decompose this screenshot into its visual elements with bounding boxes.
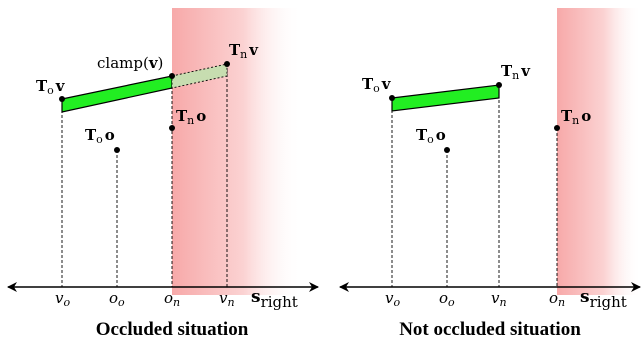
tick-label-oo: oo [109,289,125,309]
point-to-v [389,95,395,101]
point-tn-o [169,125,175,131]
point-tn-v [224,61,230,67]
tick-label-oo: oo [439,289,455,309]
point-to-o [444,147,450,153]
visible-segment [61,75,173,113]
label-to-o: To o [85,126,115,146]
panel-occluded: To v clamp(v) Tn v To o Tn o vo oo on vn sri… [7,8,319,340]
label-tn-v: Tn v [501,62,531,82]
label-clamp-v: clamp(v) [97,54,163,72]
occlusion-zone [557,8,642,295]
tick-label-on: on [549,289,565,309]
tick-label-vn: vn [219,289,235,309]
label-tn-o: Tn o [561,107,591,127]
point-to-o [114,147,120,153]
visible-segment [391,84,500,112]
panel-not-occluded: To v Tn v To o Tn o vo oo vn on sright Not o… [339,8,642,340]
caption-occluded: Occluded situation [96,319,249,340]
point-tn-o [554,125,560,131]
point-tn-v [496,82,502,88]
label-to-o: To o [416,126,446,146]
label-tn-o: Tn o [176,107,206,127]
label-tn-v: Tn v [229,41,259,61]
label-to-v: To v [36,77,66,97]
label-to-v: To v [362,75,392,95]
occlusion-zone [172,8,302,295]
point-to-v [59,96,65,102]
tick-label-vn: vn [491,289,507,309]
caption-not-occluded: Not occluded situation [399,319,581,340]
clamped-segment [171,63,228,89]
tick-label-on: on [164,289,180,309]
tick-label-vo: vo [55,289,70,309]
tick-label-vo: vo [385,289,400,309]
axis-label-s-right: sright [251,287,298,311]
point-clamp-v [169,73,175,79]
axis-label-s-right: sright [580,287,627,311]
